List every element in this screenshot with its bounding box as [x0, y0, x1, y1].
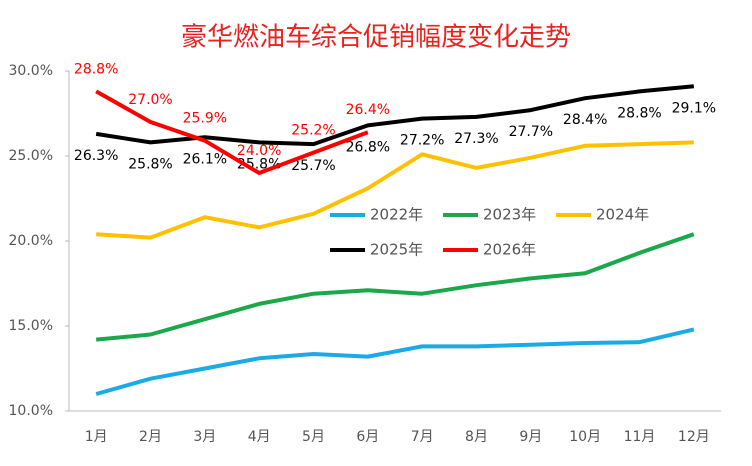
legend-label: 2024年	[596, 206, 649, 224]
y-tick-label: 20.0%	[9, 233, 53, 249]
data-label: 25.2%	[291, 123, 335, 139]
data-label: 29.1%	[672, 100, 716, 116]
data-label: 28.4%	[563, 112, 607, 128]
data-label: 27.0%	[128, 92, 172, 108]
data-label: 27.3%	[454, 131, 498, 147]
data-label: 26.1%	[183, 151, 227, 167]
data-label: 27.7%	[509, 124, 553, 140]
x-tick-label: 9月	[519, 429, 542, 445]
data-label: 27.2%	[400, 133, 444, 149]
x-tick-label: 11月	[624, 429, 656, 445]
y-tick-label: 25.0%	[9, 148, 53, 164]
data-label: 28.8%	[617, 105, 661, 121]
x-tick-label: 7月	[411, 429, 434, 445]
series-line	[95, 89, 369, 175]
legend-label: 2023年	[483, 206, 536, 224]
data-label: 26.8%	[346, 139, 390, 155]
chart-title: 豪华燃油车综合促销幅度变化走势	[181, 23, 571, 53]
y-tick-label: 10.0%	[9, 403, 53, 419]
x-tick-label: 4月	[248, 429, 271, 445]
legend-label: 2026年	[483, 241, 536, 259]
x-tick-label: 8月	[465, 429, 488, 445]
legend-label: 2025年	[370, 241, 423, 259]
series-line	[95, 327, 695, 396]
x-tick-label: 2月	[139, 429, 162, 445]
series-line	[95, 232, 695, 342]
data-label: 25.8%	[128, 156, 172, 172]
x-tick-label: 6月	[356, 429, 379, 445]
data-label: 25.7%	[291, 158, 335, 174]
data-label: 24.0%	[237, 143, 281, 159]
data-label: 25.9%	[183, 111, 227, 127]
x-tick-label: 1月	[85, 429, 108, 445]
data-label: 26.3%	[74, 148, 118, 164]
data-label: 26.4%	[346, 102, 390, 118]
y-tick-label: 30.0%	[9, 63, 53, 79]
data-label: 28.8%	[74, 61, 118, 77]
x-tick-label: 5月	[302, 429, 325, 445]
y-tick-label: 15.0%	[9, 318, 53, 334]
legend-label: 2022年	[370, 206, 423, 224]
x-tick-label: 10月	[569, 429, 601, 445]
series-line	[96, 140, 694, 240]
x-tick-label: 3月	[193, 429, 216, 445]
x-tick-label: 12月	[678, 429, 710, 445]
